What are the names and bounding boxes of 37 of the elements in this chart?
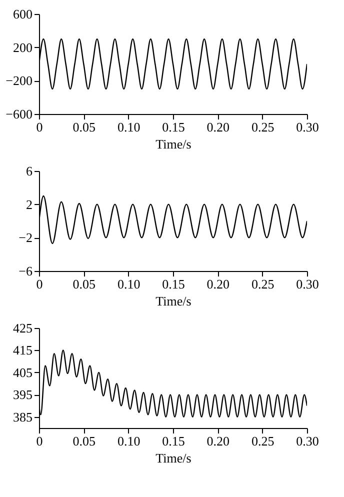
y-tick-label: −200 bbox=[6, 73, 32, 88]
x-tick-label: 0 bbox=[36, 276, 43, 292]
x-axis-title: Time/s bbox=[156, 294, 192, 308]
x-tick-label: 0.30 bbox=[296, 276, 319, 292]
y-tick-label: 600 bbox=[13, 6, 32, 22]
y-tick-label: 2 bbox=[26, 196, 32, 212]
y-tick-label: 425 bbox=[13, 320, 32, 336]
x-tick-label: 0.05 bbox=[72, 434, 96, 448]
x-tick-label: 0.25 bbox=[251, 276, 274, 292]
y-tick-label: −600 bbox=[6, 106, 32, 122]
y-tick-label: −2 bbox=[18, 230, 32, 246]
x-tick-label: 0.10 bbox=[117, 120, 140, 134]
x-tick-label: 0.15 bbox=[162, 120, 185, 134]
x-tick-label: 0.30 bbox=[296, 120, 319, 134]
x-axis-title: Time/s bbox=[156, 450, 192, 466]
x-tick-label: 0.15 bbox=[162, 276, 185, 292]
y-tick-label: 6 bbox=[26, 164, 33, 178]
y-tick-label: 395 bbox=[13, 387, 32, 402]
y-tick-label: 415 bbox=[13, 342, 32, 358]
x-tick-label: 0.05 bbox=[72, 276, 96, 292]
x-tick-label: 0 bbox=[36, 120, 43, 134]
x-axis-title: Time/s bbox=[156, 136, 192, 152]
x-tick-label: 0.10 bbox=[117, 276, 140, 292]
x-tick-label: 0.05 bbox=[72, 120, 96, 134]
x-tick-label: 0.10 bbox=[117, 434, 140, 448]
y-tick-label: −6 bbox=[18, 264, 33, 278]
x-tick-label: 0.20 bbox=[206, 434, 230, 448]
x-tick-label: 0.25 bbox=[251, 434, 274, 448]
y-tick-label: 200 bbox=[13, 40, 32, 55]
x-tick-label: 0.25 bbox=[251, 120, 274, 134]
x-tick-label: 0.20 bbox=[206, 120, 230, 134]
x-tick-label: 0 bbox=[36, 434, 43, 448]
x-tick-label: 0.20 bbox=[206, 276, 230, 292]
y-tick-label: 405 bbox=[13, 364, 32, 380]
x-tick-label: 0.15 bbox=[162, 434, 185, 448]
y-tick-label: 385 bbox=[13, 409, 32, 424]
x-tick-label: 0.30 bbox=[296, 434, 319, 448]
